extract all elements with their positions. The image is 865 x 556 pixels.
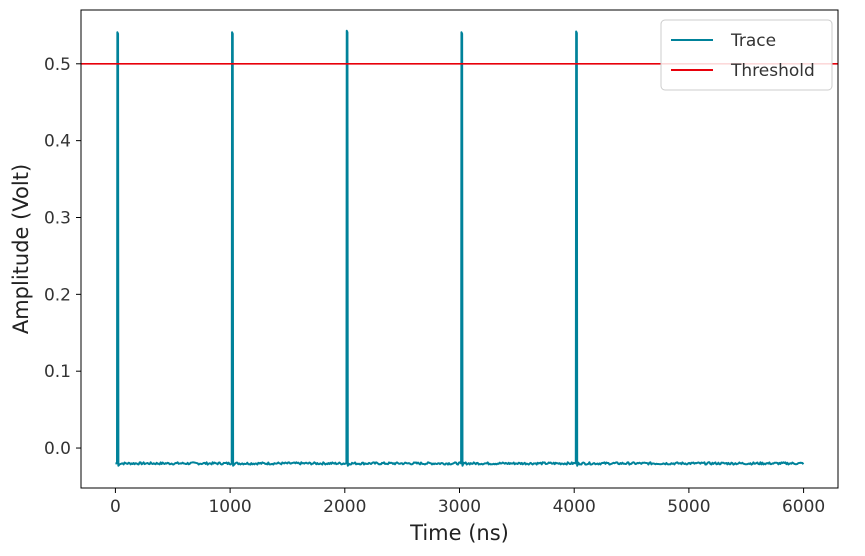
axis-ticks: 0 1000 2000 3000 4000 5000 6000 0.0 0.1 0.2 0.3 0.4…: [44, 55, 825, 517]
plot-marks: [81, 29, 838, 467]
legend-label-threshold: Threshold: [730, 61, 815, 81]
y-tick-label: 0.4: [44, 132, 71, 152]
y-axis-label: Amplitude (Volt): [9, 164, 33, 334]
legend-box: [660, 19, 833, 91]
x-tick-label: 5000: [667, 497, 710, 517]
x-axis-label: Time (ns): [409, 521, 509, 545]
x-tick-label: 6000: [782, 497, 825, 517]
legend-label-trace: Trace: [730, 31, 776, 51]
y-tick-label: 0.3: [44, 208, 71, 228]
x-tick-label: 2000: [323, 497, 366, 517]
y-tick-label: 0.5: [44, 55, 71, 75]
x-tick-label: 3000: [438, 497, 481, 517]
x-tick-label: 0: [110, 497, 121, 517]
series-line-trace: [115, 29, 805, 467]
y-tick-label: 0.0: [44, 439, 71, 459]
x-tick-label: 4000: [553, 497, 596, 517]
y-tick-label: 0.1: [44, 362, 71, 382]
legend: Trace Threshold: [660, 19, 833, 91]
y-tick-label: 0.2: [44, 285, 71, 305]
x-tick-label: 1000: [208, 497, 251, 517]
